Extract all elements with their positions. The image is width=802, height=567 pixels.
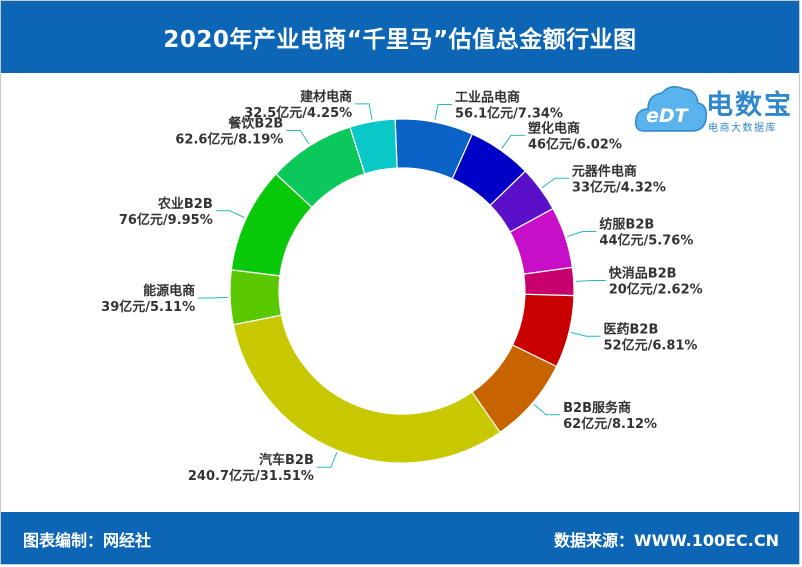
slice-value-label-9: 76亿元/9.95% bbox=[119, 212, 213, 228]
slice-value-label-3: 44亿元/5.76% bbox=[599, 232, 693, 248]
slice-7 bbox=[232, 314, 501, 464]
slice-value-label-1: 46亿元/6.02% bbox=[528, 136, 622, 152]
slice-value-label-11: 32.5亿元/4.25% bbox=[244, 105, 352, 121]
leader-line-9 bbox=[215, 210, 245, 218]
slice-value-label-7: 240.7亿元/31.51% bbox=[188, 468, 314, 484]
slice-value-label-2: 33亿元/4.32% bbox=[572, 179, 666, 195]
slice-8 bbox=[229, 269, 283, 326]
leader-line-5 bbox=[570, 331, 601, 337]
chart-footer: 图表编制：网经社 数据来源：WWW.100EC.CN bbox=[1, 512, 799, 564]
slice-value-label-6: 62亿元/8.12% bbox=[563, 416, 657, 432]
leader-line-11 bbox=[355, 103, 373, 120]
leader-line-3 bbox=[567, 230, 597, 237]
slice-name-label-7: 汽车B2B bbox=[259, 452, 314, 468]
slice-name-label-10: 餐饮B2B bbox=[227, 116, 283, 132]
slice-name-label-11: 建材电商 bbox=[300, 89, 352, 105]
footer-source: 数据来源：WWW.100EC.CN bbox=[553, 531, 779, 550]
slice-name-label-6: B2B服务商 bbox=[563, 400, 631, 416]
slice-name-label-1: 塑化电商 bbox=[528, 120, 580, 136]
logo-mark: eDT bbox=[646, 105, 688, 127]
leader-line-4 bbox=[575, 279, 606, 282]
leader-line-6 bbox=[533, 403, 561, 416]
slice-11 bbox=[349, 118, 398, 175]
leader-line-1 bbox=[501, 134, 525, 149]
slice-value-label-4: 20亿元/2.62% bbox=[609, 281, 703, 297]
slice-value-label-8: 39亿元/5.11% bbox=[101, 299, 195, 315]
slice-name-label-3: 纺服B2B bbox=[599, 216, 654, 232]
chart-title: 2020年产业电商“千里马”估值总金额行业图 bbox=[163, 27, 637, 53]
slice-name-label-4: 快消品B2B bbox=[609, 265, 677, 281]
logo-subtitle: 电商大数据库 bbox=[708, 123, 777, 134]
footer-credit: 图表编制：网经社 bbox=[23, 531, 152, 550]
slice-value-label-0: 56.1亿元/7.34% bbox=[455, 105, 563, 121]
leader-line-10 bbox=[286, 130, 310, 145]
slice-name-label-9: 农业B2B bbox=[157, 196, 213, 212]
slice-name-label-2: 元器件电商 bbox=[572, 163, 637, 179]
slice-value-label-5: 52亿元/6.81% bbox=[604, 337, 698, 353]
cloud-icon bbox=[634, 86, 708, 132]
leader-line-8 bbox=[198, 296, 229, 299]
leader-line-7 bbox=[316, 452, 338, 468]
slice-name-label-0: 工业品电商 bbox=[455, 89, 520, 105]
slice-value-label-10: 62.6亿元/8.19% bbox=[175, 132, 283, 148]
leader-line-0 bbox=[434, 103, 453, 121]
chart-header: 2020年产业电商“千里马”估值总金额行业图 bbox=[1, 1, 799, 73]
slice-name-label-5: 医药B2B bbox=[604, 321, 659, 337]
slice-name-label-8: 能源电商 bbox=[143, 283, 195, 299]
logo-brand: 电数宝 bbox=[706, 90, 793, 121]
brand-logo: eDT 电数宝 电商大数据库 bbox=[634, 79, 794, 141]
leader-line-2 bbox=[541, 177, 569, 189]
